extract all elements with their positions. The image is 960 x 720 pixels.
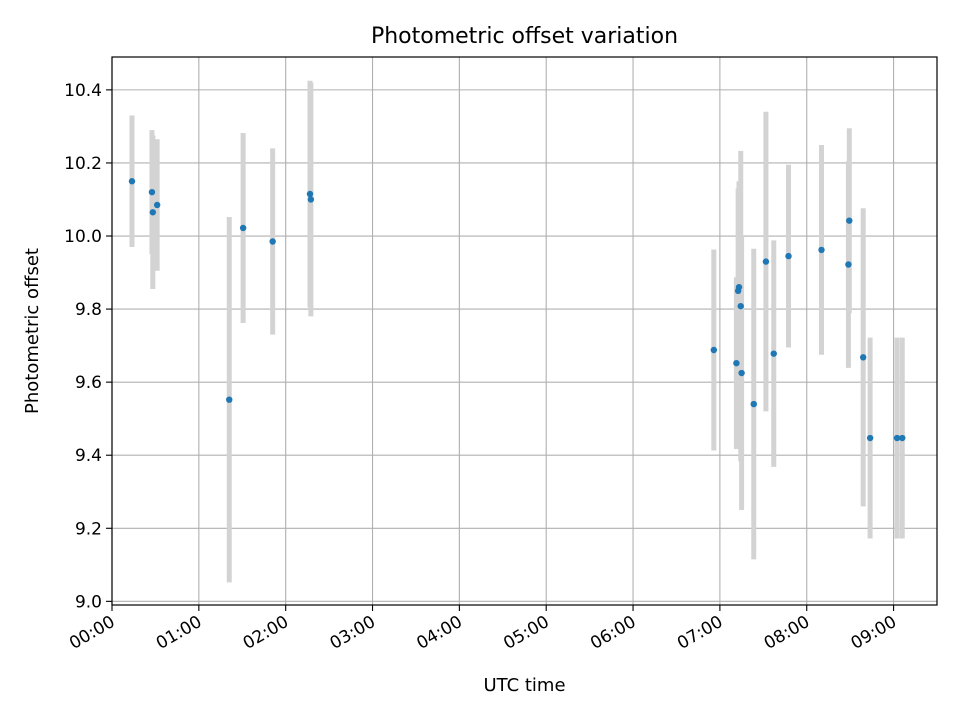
data-point bbox=[846, 217, 853, 224]
x-tick-label: 04:00 bbox=[413, 612, 465, 654]
data-point bbox=[306, 190, 314, 198]
y-tick-label: 9.0 bbox=[75, 592, 102, 612]
y-tick-label: 9.8 bbox=[75, 300, 102, 320]
data-point bbox=[770, 350, 777, 357]
data-point bbox=[866, 434, 874, 442]
data-point bbox=[818, 246, 825, 254]
y-axis-ticks: 9.0 9.2 9.4 9.6 9.8 10.0 10.2 10.4 bbox=[64, 81, 112, 612]
data-point bbox=[762, 258, 770, 265]
y-tick-label: 9.4 bbox=[75, 446, 102, 466]
data-point bbox=[785, 252, 792, 260]
data-point bbox=[269, 238, 276, 245]
x-tick-label: 07:00 bbox=[674, 612, 726, 654]
x-tick-label: 00:00 bbox=[66, 612, 118, 654]
data-point bbox=[226, 396, 233, 403]
data-point bbox=[128, 178, 136, 185]
data-point bbox=[710, 346, 718, 354]
x-tick-label: 03:00 bbox=[327, 612, 379, 654]
x-tick-label: 06:00 bbox=[587, 612, 639, 654]
y-tick-label: 10.4 bbox=[64, 81, 102, 101]
x-tick-label: 05:00 bbox=[500, 612, 552, 654]
data-point bbox=[845, 261, 852, 268]
chart-title: Photometric offset variation bbox=[371, 24, 678, 49]
y-tick-label: 10.0 bbox=[64, 227, 102, 247]
data-point bbox=[733, 359, 740, 367]
data-point bbox=[239, 224, 247, 232]
data-point bbox=[738, 369, 745, 377]
data-point bbox=[148, 188, 156, 196]
data-point bbox=[307, 196, 315, 203]
x-tick-label: 02:00 bbox=[240, 612, 292, 654]
x-axis-label: UTC time bbox=[483, 675, 565, 696]
y-axis-label: Photometric offset bbox=[22, 248, 43, 414]
data-point bbox=[153, 201, 161, 209]
x-tick-label: 09:00 bbox=[848, 612, 900, 654]
plot-frame bbox=[111, 56, 938, 606]
x-axis-ticks: 00:00 01:00 02:00 03:00 04:00 05:00 06:00 07:00… bbox=[66, 605, 900, 654]
data-points bbox=[128, 178, 906, 442]
error-bars bbox=[129, 80, 905, 583]
x-tick-label: 08:00 bbox=[761, 612, 813, 654]
data-point bbox=[735, 283, 743, 291]
data-point bbox=[899, 434, 906, 442]
data-point bbox=[750, 400, 757, 408]
data-point bbox=[149, 209, 157, 216]
y-tick-label: 9.2 bbox=[75, 519, 102, 539]
data-point bbox=[859, 354, 867, 361]
grid-lines bbox=[111, 57, 937, 605]
y-tick-label: 10.2 bbox=[64, 154, 102, 174]
y-tick-label: 9.6 bbox=[75, 373, 102, 393]
data-point bbox=[893, 434, 901, 442]
data-point bbox=[737, 302, 744, 310]
x-tick-label: 01:00 bbox=[153, 612, 205, 654]
